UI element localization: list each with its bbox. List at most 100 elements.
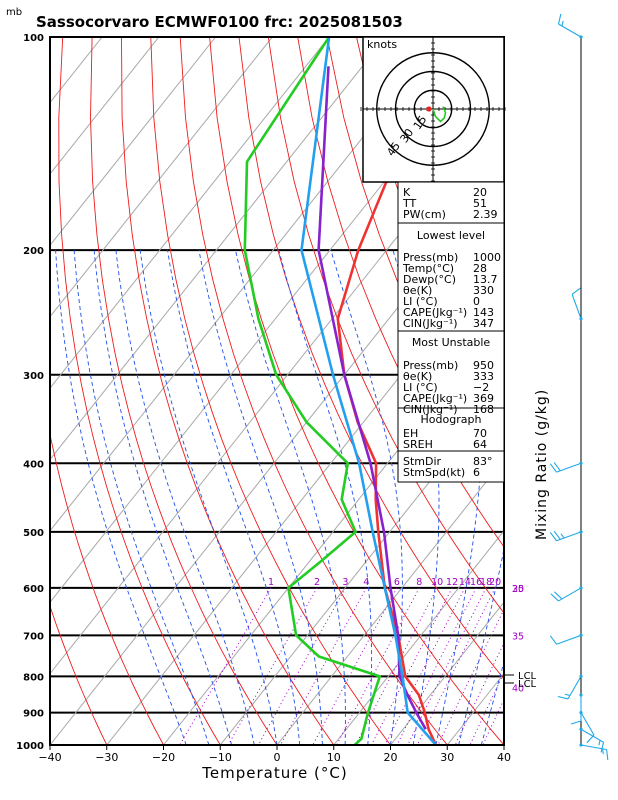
index-value: 347 — [473, 317, 494, 330]
mixing-ratio-lines — [179, 587, 504, 745]
dry-adiabat — [50, 432, 164, 745]
dry-adiabat — [592, 37, 618, 745]
mixing-ratio-label: 18 — [480, 577, 492, 588]
plot-area — [50, 37, 618, 745]
index-label: θe(K) — [403, 284, 432, 297]
wind-barb — [579, 727, 605, 753]
isotherm — [50, 37, 160, 175]
isotherm — [276, 458, 504, 745]
wind-barb — [557, 674, 583, 700]
wind-barb — [549, 461, 583, 473]
moist-adiabat — [278, 249, 373, 745]
moist-adiabats — [55, 249, 504, 745]
mixing-ratio-line — [407, 587, 487, 745]
index-label: Dewp(°C) — [403, 273, 456, 286]
pressure-label: 600 — [23, 584, 44, 595]
profile-line-3 — [300, 37, 437, 745]
mixing-ratio-line — [257, 587, 346, 745]
dry-adiabat — [50, 604, 108, 745]
mixing-ratio-line — [312, 587, 398, 745]
hodograph: knots 15 30 45 — [360, 36, 506, 183]
index-label: CAPE(Jkg⁻¹) — [403, 306, 467, 319]
mixing-ratio-label: 10 — [431, 577, 443, 588]
wind-barb — [579, 743, 609, 760]
mixing-ratio-axis-title: Mixing Ratio (g/kg) — [534, 389, 550, 540]
moist-adiabat — [435, 250, 484, 745]
isotherm — [390, 601, 504, 745]
mixing-ratio-line — [384, 587, 466, 745]
index-value: 2.39 — [473, 208, 498, 221]
mixing-ratio-line — [469, 671, 504, 745]
profile-line-0 — [336, 37, 461, 745]
lcl-marker: LCL LCL — [504, 671, 537, 690]
index-value: 51 — [473, 197, 487, 210]
mixing-ratio-line — [370, 587, 453, 745]
isotherm — [50, 37, 273, 318]
dry-adiabats — [50, 37, 618, 745]
hodograph-ring — [413, 89, 453, 129]
lowest-level-header: Lowest level — [417, 229, 485, 242]
wind-barb — [579, 711, 595, 744]
index-label: CIN(Jkg⁻¹) — [403, 317, 458, 330]
mixing-ratio-label: 30 — [512, 584, 524, 595]
pressure-label: 100 — [23, 33, 44, 44]
dry-adiabat — [90, 37, 278, 745]
index-value: 1000 — [473, 251, 501, 264]
moist-adiabat — [115, 250, 255, 745]
mixing-ratio-label: 16 — [470, 577, 482, 588]
isotherm — [50, 173, 504, 745]
index-label: CAPE(Jkg⁻¹) — [403, 392, 467, 405]
index-label: CIN(Jkg⁻¹) — [403, 403, 458, 416]
x-tick-label: −10 — [209, 751, 232, 764]
index-value: −2 — [473, 381, 489, 394]
isotherm — [106, 244, 504, 745]
index-label: EH — [403, 427, 418, 440]
moist-adiabat — [458, 547, 504, 745]
index-value: 64 — [473, 438, 487, 451]
moist-adiabat — [480, 660, 504, 745]
isotherm — [333, 530, 504, 745]
moist-adiabat — [139, 250, 278, 745]
index-label: LI (°C) — [403, 295, 438, 308]
moist-adiabat — [198, 250, 323, 745]
moist-adiabat — [235, 250, 346, 745]
isotherm — [50, 37, 217, 247]
mixing-ratio-label: 1 — [268, 577, 274, 588]
index-value: 83° — [473, 455, 493, 468]
pressure-label: 700 — [23, 631, 44, 642]
isotherm — [50, 37, 444, 532]
dry-adiabat — [209, 37, 504, 745]
pressure-label: 300 — [23, 371, 44, 382]
x-tick-label: 20 — [384, 751, 398, 764]
wind-barb — [570, 693, 583, 725]
moist-adiabat — [330, 249, 403, 745]
pressure-unit-label: mb — [6, 7, 22, 18]
wind-barb — [571, 287, 583, 321]
x-tick-label: 30 — [440, 751, 454, 764]
x-tick-label: −20 — [152, 751, 175, 764]
most-unstable-header: Most Unstable — [412, 336, 491, 349]
x-tick-label: 40 — [497, 751, 511, 764]
x-axis-title: Temperature (°C) — [201, 764, 347, 782]
profile-line-2 — [317, 66, 427, 730]
mixing-ratio-label: 6 — [394, 577, 400, 588]
index-label: K — [403, 186, 411, 199]
wind-barb — [549, 633, 583, 645]
hodograph-ring — [394, 70, 472, 148]
moist-adiabat — [73, 250, 210, 745]
index-label: Press(mb) — [403, 359, 458, 372]
mixing-ratio-label: 40 — [512, 684, 524, 695]
isobars — [50, 37, 504, 745]
isotherm — [50, 37, 103, 104]
index-label: θe(K) — [403, 370, 432, 383]
wind-barb — [557, 13, 583, 39]
index-value: 28 — [473, 262, 487, 275]
mixing-ratio-label: 35 — [512, 631, 524, 642]
x-tick-label: 0 — [274, 751, 281, 764]
dry-adiabat — [150, 37, 391, 745]
hodograph-trace — [432, 106, 447, 123]
isotherm — [561, 37, 618, 745]
index-value: 330 — [473, 284, 494, 297]
moist-adiabat — [93, 250, 233, 745]
mixing-ratio-label: 20 — [489, 577, 501, 588]
